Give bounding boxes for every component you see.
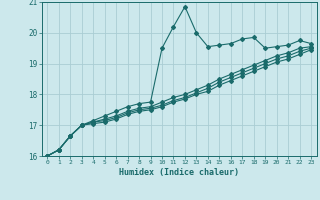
X-axis label: Humidex (Indice chaleur): Humidex (Indice chaleur) xyxy=(119,168,239,177)
